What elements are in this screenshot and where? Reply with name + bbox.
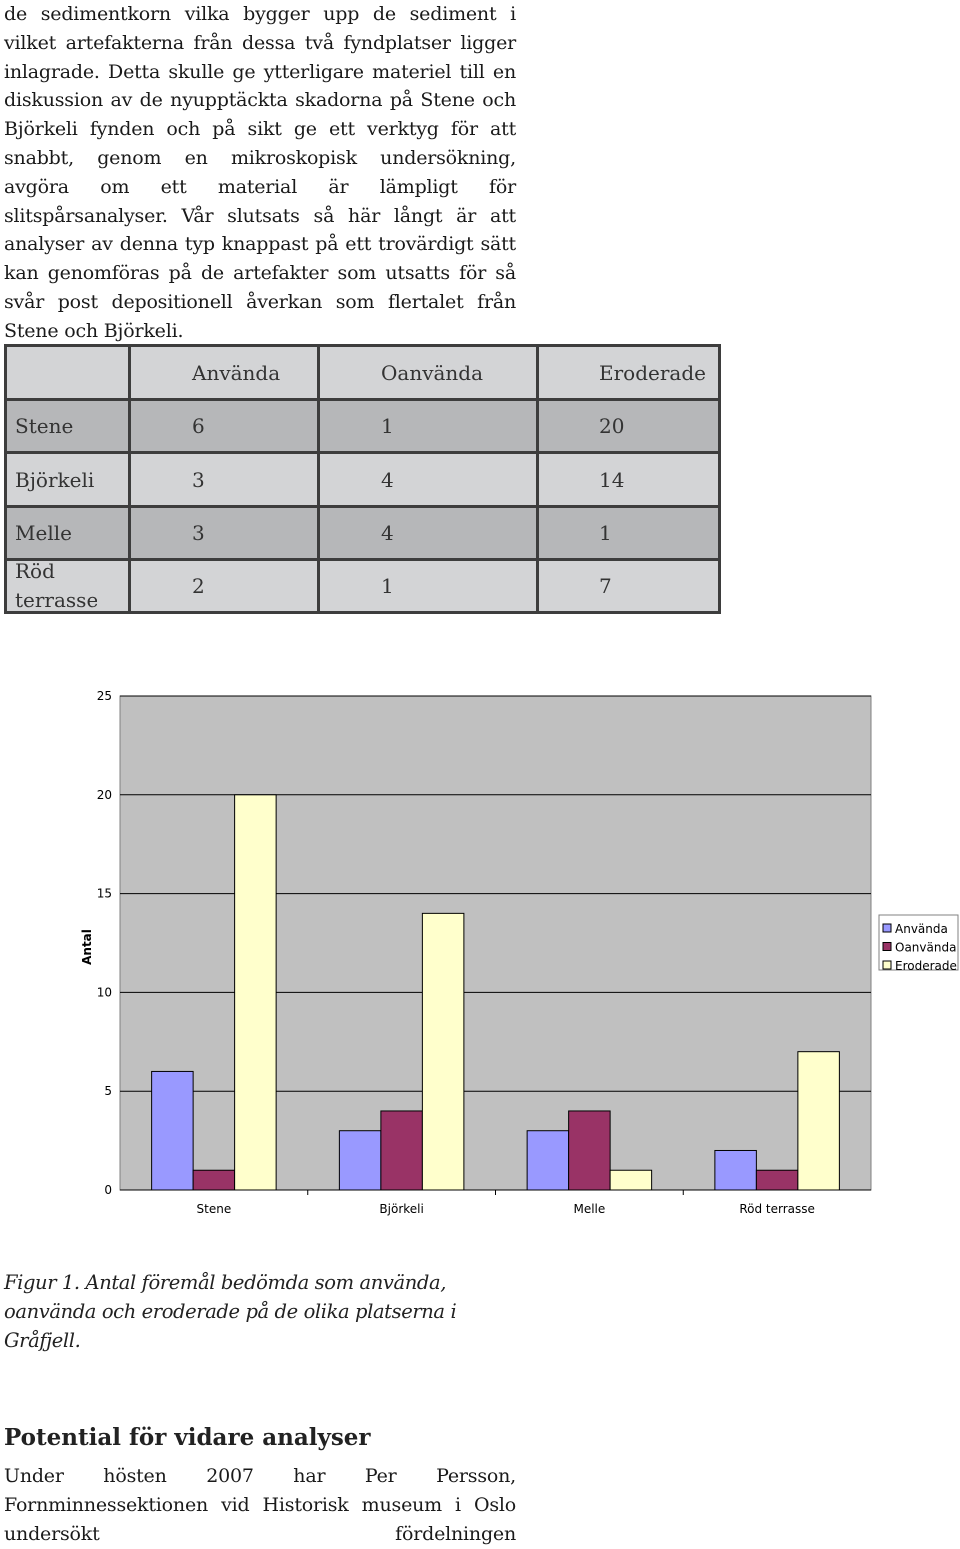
y-tick-label: 5 <box>104 1084 112 1098</box>
section-heading: Potential för vidare analyser <box>4 1424 371 1451</box>
bar <box>192 1169 236 1191</box>
bar <box>234 794 277 1191</box>
y-tick-label: 0 <box>104 1183 112 1197</box>
table-row-site: Björkeli <box>7 454 128 505</box>
table-cell <box>97 561 128 611</box>
table-cell: 4 <box>320 454 536 505</box>
bar <box>526 1130 570 1191</box>
table-row-site: Melle <box>7 508 128 558</box>
bar <box>714 1149 757 1191</box>
section-paragraph: Under hösten 2007 har Per Persson, Fornm… <box>4 1465 516 1545</box>
table-cell: 6 <box>131 401 317 451</box>
table-cell: 3 <box>131 454 317 505</box>
legend-swatch <box>882 923 892 933</box>
table-cell: 1 <box>320 561 536 611</box>
x-tick-label: Stene <box>197 1202 232 1216</box>
table-header-empty <box>7 347 128 398</box>
table-cell: 4 <box>320 508 536 558</box>
table-cell: 14 <box>539 454 718 505</box>
bar <box>568 1110 611 1191</box>
bar <box>755 1169 799 1191</box>
plot-area <box>119 695 872 1191</box>
bar <box>609 1169 653 1191</box>
y-axis-label: Antal <box>80 929 94 965</box>
figure-caption: Figur 1. Antal föremål bedömda som använ… <box>4 1271 457 1352</box>
bar <box>421 912 465 1191</box>
bar <box>380 1110 423 1191</box>
bar-chart-svg: 0 5 10 15 20 25 Antal Stene Björkeli Melle Röd ter… <box>80 689 959 1216</box>
y-tick-label: 15 <box>97 887 112 901</box>
legend-swatch <box>882 942 892 951</box>
legend-label: Eroderade <box>895 959 957 973</box>
table-cell: 20 <box>539 401 718 451</box>
table-cell: 2 <box>131 561 317 611</box>
y-tick-label: 10 <box>97 985 112 999</box>
bar <box>797 1051 840 1191</box>
table-cell: 1 <box>320 401 536 451</box>
bar <box>338 1130 382 1191</box>
table-header-eroderade: Eroderade <box>539 347 718 398</box>
y-tick-label: 25 <box>97 689 112 703</box>
body-paragraph: de sedimentkorn vilka bygger upp de sedi… <box>4 3 516 342</box>
x-tick-label: Björkeli <box>379 1202 423 1216</box>
table-header-oanvanda: Oanvända <box>320 347 536 398</box>
y-tick-label: 20 <box>97 788 112 802</box>
x-tick-label: Röd terrasse <box>739 1202 815 1216</box>
legend-swatch <box>882 960 892 970</box>
legend-box <box>878 914 959 971</box>
table-cell: 1 <box>539 508 718 558</box>
table-header-anvanda: Använda <box>131 347 317 398</box>
x-tick-label: Melle <box>573 1202 605 1216</box>
data-table: Använda Oanvända Eroderade Stene 6 1 20 … <box>4 344 721 614</box>
table-cell: 3 <box>131 508 317 558</box>
bar-chart: 0 5 10 15 20 25 Antal Stene Björkeli Melle Röd ter… <box>0 680 960 1225</box>
legend-label: Använda <box>895 922 948 936</box>
table-row-site: Stene <box>7 401 128 451</box>
table-row-site: Röd terrasse <box>7 559 98 612</box>
bar <box>151 1070 194 1191</box>
table-cell: 7 <box>539 561 718 611</box>
legend-label: Oanvända <box>895 941 956 955</box>
